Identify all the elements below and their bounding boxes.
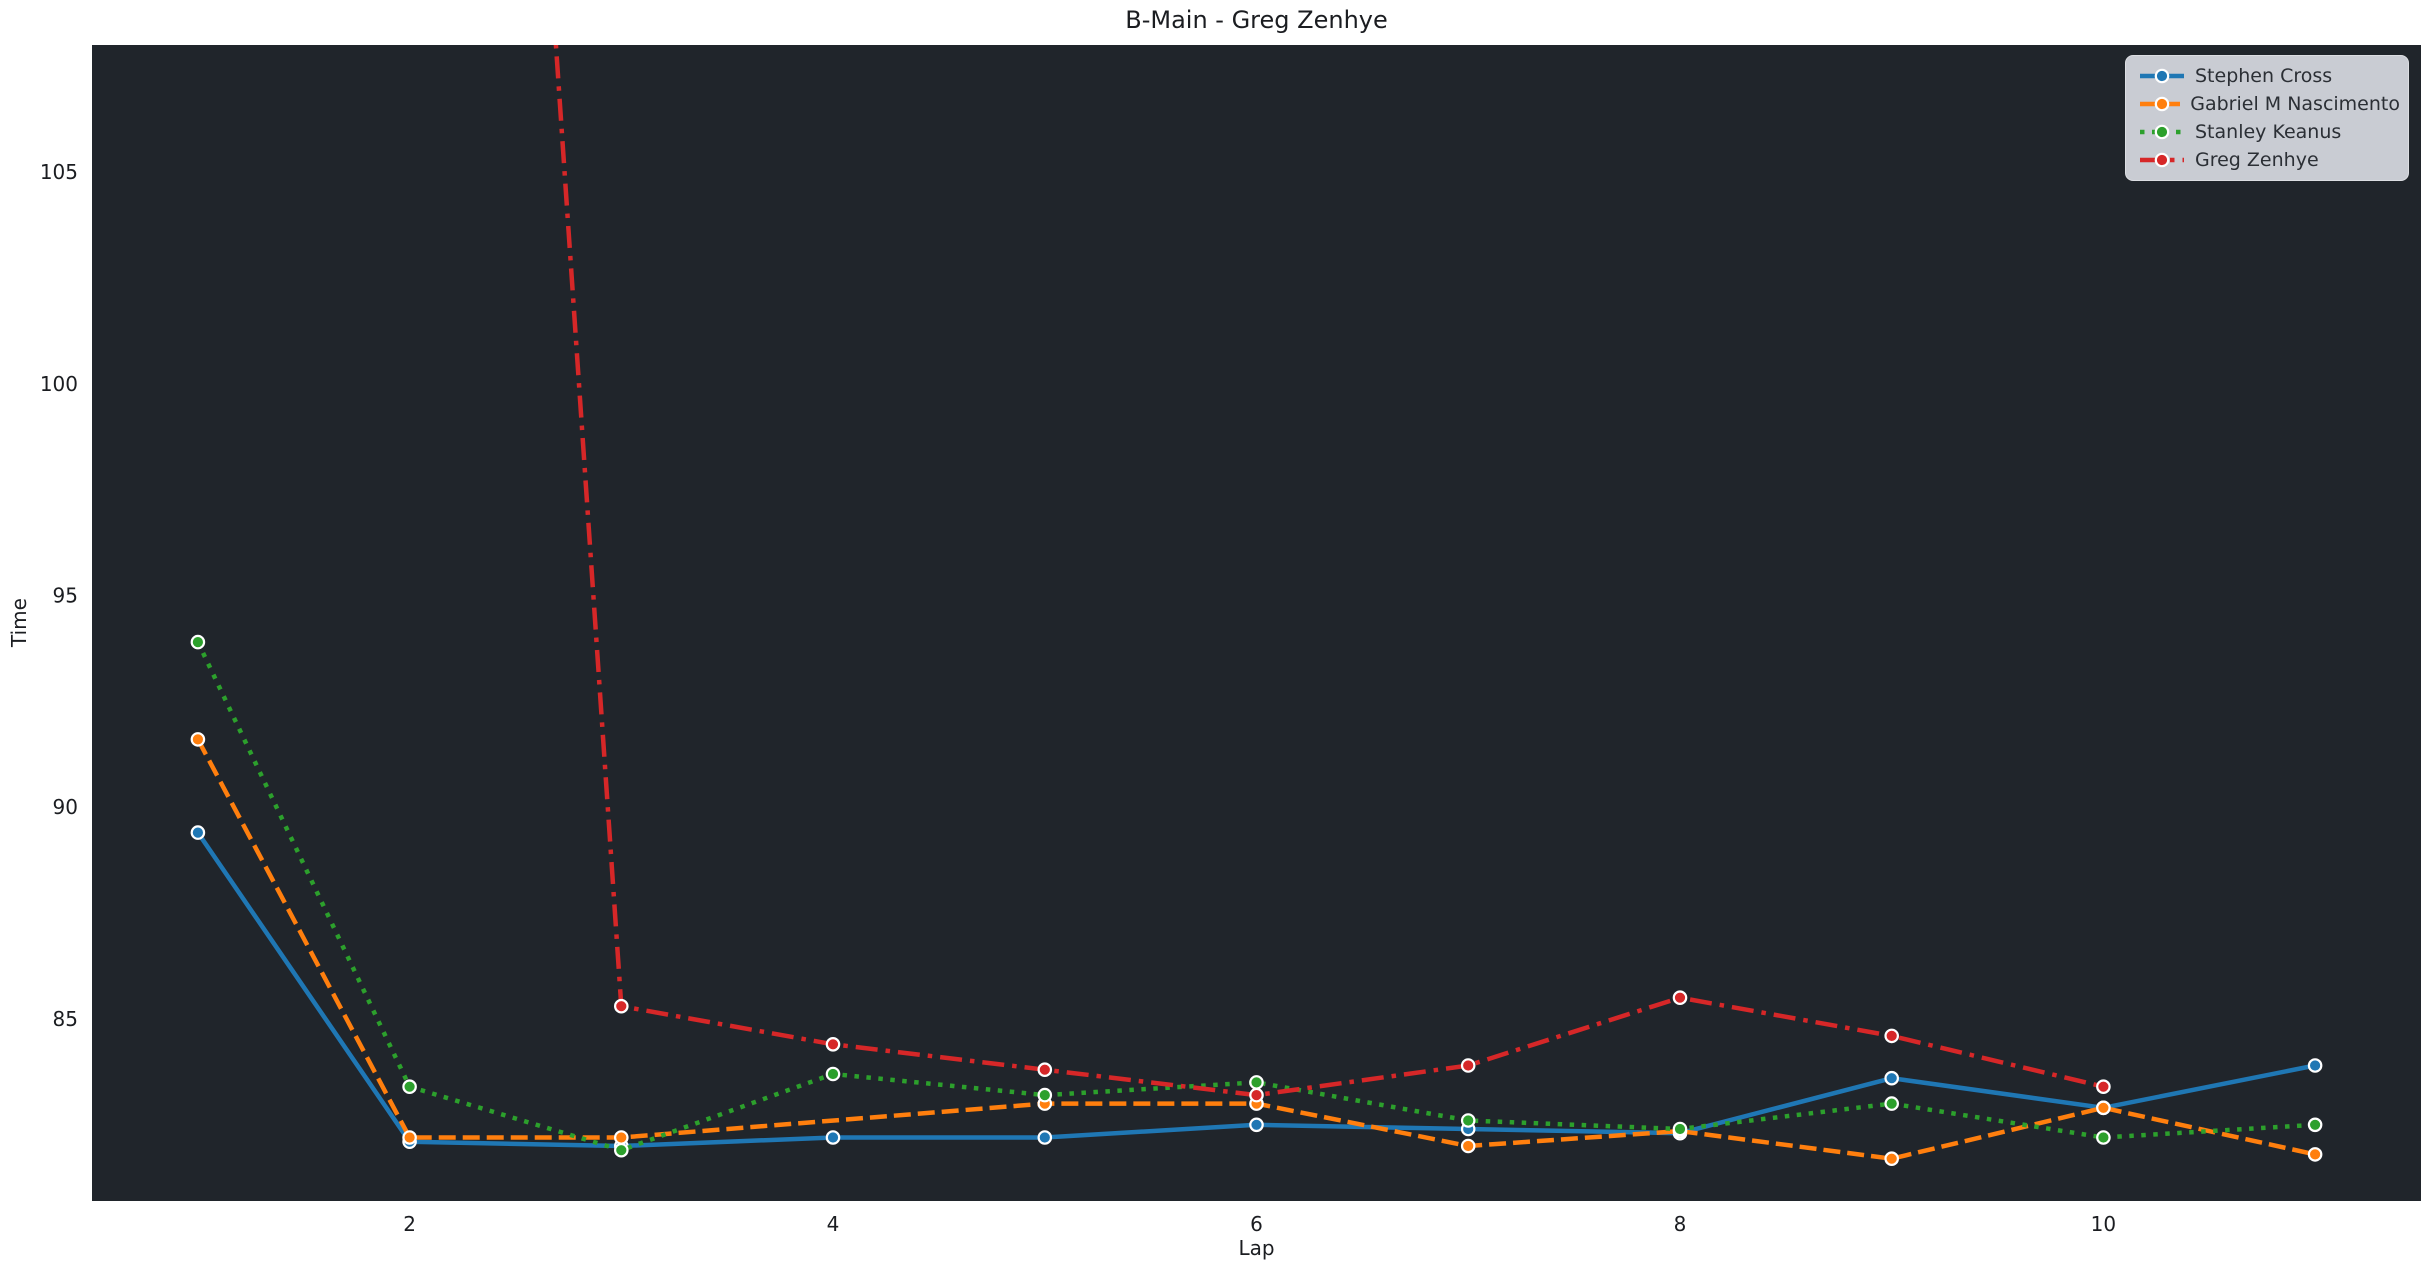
data-point-gabriel-m-nascimento-lap-2 — [402, 1130, 417, 1145]
data-point-stanley-keanus-lap-6 — [1249, 1075, 1264, 1090]
series-greg-zenhye — [553, 45, 2111, 1103]
legend-swatch-stephen-cross — [2140, 68, 2184, 84]
data-point-gabriel-m-nascimento-lap-1 — [190, 732, 206, 747]
legend-label: Stanley Keanus — [2195, 121, 2342, 143]
data-point-stanley-keanus-lap-7 — [1460, 1113, 1476, 1128]
x-tick-label: 4 — [827, 1212, 840, 1236]
data-point-gabriel-m-nascimento-lap-10 — [2096, 1100, 2111, 1116]
data-point-gabriel-m-nascimento-lap-11 — [2307, 1147, 2323, 1162]
data-point-greg-zenhye-lap-10 — [2096, 1079, 2111, 1094]
data-point-greg-zenhye-lap-5 — [1037, 1062, 1053, 1077]
data-point-stephen-cross-lap-5 — [1037, 1130, 1053, 1145]
legend-label: Stephen Cross — [2195, 65, 2333, 87]
legend-item-greg-zenhye: Greg Zenhye — [2139, 147, 2400, 174]
data-point-stephen-cross-lap-1 — [190, 825, 206, 840]
legend-label: Gabriel M Nascimento — [2190, 93, 2400, 115]
data-point-stephen-cross-lap-6 — [1249, 1117, 1264, 1133]
data-point-stanley-keanus-lap-10 — [2096, 1130, 2111, 1145]
data-point-gabriel-m-nascimento-lap-3 — [613, 1130, 629, 1145]
data-point-greg-zenhye-lap-7 — [1460, 1058, 1476, 1073]
data-point-stephen-cross-lap-4 — [825, 1130, 841, 1145]
data-point-stephen-cross-lap-11 — [2307, 1058, 2323, 1073]
data-point-stanley-keanus-lap-4 — [825, 1066, 841, 1082]
legend-item-stephen-cross: Stephen Cross — [2139, 63, 2400, 90]
y-tick-label: 105 — [40, 160, 78, 184]
data-point-greg-zenhye-lap-9 — [1884, 1028, 1899, 1044]
x-tick-label: 10 — [2091, 1212, 2116, 1236]
y-tick-label: 95 — [53, 583, 78, 607]
y-tick-label: 85 — [53, 1007, 78, 1031]
x-tick-label: 6 — [1250, 1212, 1263, 1236]
x-axis-label: Lap — [1238, 1236, 1275, 1260]
data-point-greg-zenhye-lap-3 — [613, 998, 629, 1014]
y-axis-label: Time — [7, 598, 31, 648]
chart-title: B-Main - Greg Zenhye — [1125, 6, 1388, 34]
series-layer — [190, 45, 2323, 1166]
data-point-gabriel-m-nascimento-lap-9 — [1884, 1151, 1899, 1166]
legend-label: Greg Zenhye — [2195, 149, 2319, 171]
data-point-greg-zenhye-lap-4 — [825, 1037, 841, 1052]
data-point-gabriel-m-nascimento-lap-7 — [1460, 1138, 1476, 1154]
legend-swatch-gabriel-m-nascimento — [2140, 96, 2181, 112]
legend-swatch-stanley-keanus — [2140, 124, 2184, 140]
x-tick-label: 2 — [403, 1212, 416, 1236]
series-line-stanley-keanus — [195, 641, 2316, 1153]
legend-item-stanley-keanus: Stanley Keanus — [2139, 119, 2400, 146]
data-point-stanley-keanus-lap-5 — [1037, 1087, 1053, 1103]
data-point-stanley-keanus-lap-8 — [1672, 1121, 1688, 1137]
legend-item-gabriel-m-nascimento: Gabriel M Nascimento — [2139, 91, 2400, 118]
series-line-gabriel-m-nascimento — [195, 738, 2316, 1161]
y-tick-label: 90 — [53, 795, 78, 819]
data-point-stanley-keanus-lap-1 — [190, 634, 206, 650]
legend: Stephen Cross Gabriel M Nascimento Stanley… — [2125, 55, 2409, 181]
data-point-stanley-keanus-lap-11 — [2307, 1117, 2323, 1133]
axes-background — [92, 45, 2421, 1201]
x-tick-label: 8 — [1674, 1212, 1687, 1236]
data-point-stanley-keanus-lap-3 — [613, 1142, 629, 1158]
data-point-stanley-keanus-lap-2 — [402, 1079, 417, 1094]
data-point-greg-zenhye-lap-8 — [1672, 990, 1688, 1005]
data-point-greg-zenhye-lap-6 — [1249, 1087, 1264, 1103]
data-point-stanley-keanus-lap-9 — [1884, 1096, 1899, 1111]
legend-swatch-greg-zenhye — [2140, 152, 2184, 168]
data-point-stephen-cross-lap-9 — [1884, 1070, 1899, 1086]
y-tick-label: 100 — [40, 372, 78, 396]
series-stanley-keanus — [190, 634, 2323, 1158]
